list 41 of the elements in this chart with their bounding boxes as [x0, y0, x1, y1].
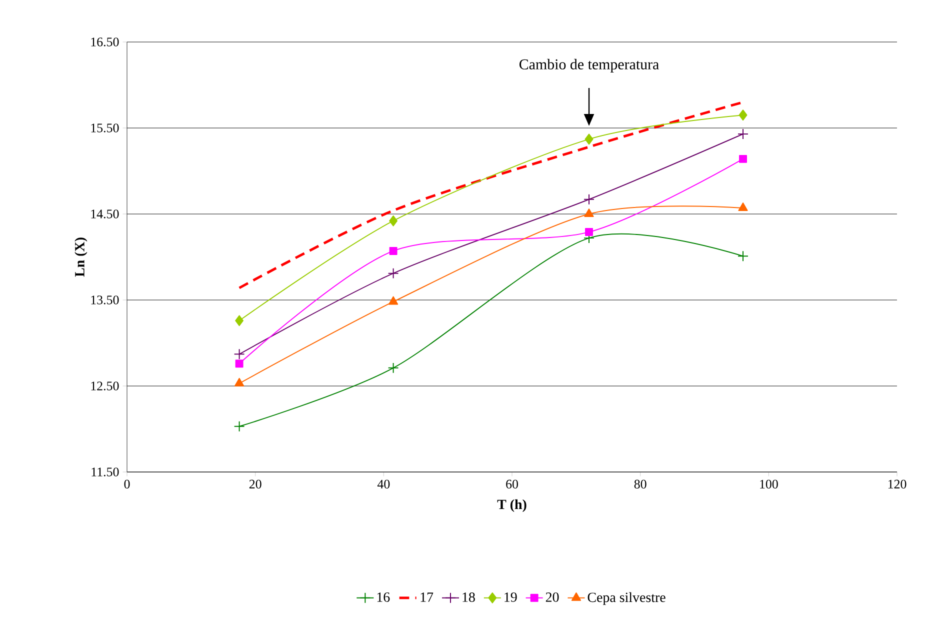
x-tick-label: 40: [377, 480, 390, 488]
x-tick-label: 100: [760, 480, 778, 488]
y-tick-label: 12.50: [91, 382, 119, 390]
point: [235, 360, 244, 368]
x-axis-title: T (h): [497, 499, 526, 512]
point: [234, 348, 245, 360]
point: [584, 194, 594, 205]
legend-label: 19: [504, 592, 517, 602]
point: [739, 154, 747, 163]
point: [388, 362, 399, 374]
legend-label: Cepa silvestre: [588, 592, 666, 605]
point: [388, 296, 398, 305]
point: [584, 134, 594, 145]
point: [235, 315, 244, 326]
legend-label: 17: [420, 592, 434, 602]
y-tick-label: 14.50: [91, 210, 119, 218]
point: [234, 378, 244, 386]
y-tick-label: 13.50: [91, 296, 119, 304]
legend-label: 16: [377, 592, 390, 602]
x-tick-label: 120: [888, 480, 906, 488]
point: [738, 202, 748, 211]
x-tick-label: 20: [249, 480, 262, 488]
point: [738, 110, 748, 121]
point: [389, 246, 398, 255]
legend-label: 18: [462, 592, 475, 602]
y-tick-label: 16.50: [91, 38, 119, 46]
x-tick-label: 80: [634, 480, 646, 488]
point: [584, 208, 594, 217]
legend-label: 20: [546, 592, 559, 602]
point: [389, 215, 398, 226]
point: [234, 420, 245, 432]
y-axis-title: Ln (X): [74, 238, 88, 277]
x-tick-label: 0: [124, 480, 130, 488]
annotation: Cambio de temperatura: [520, 58, 659, 72]
x-tick-label: 60: [506, 480, 518, 488]
point: [585, 228, 593, 236]
point: [388, 268, 399, 279]
point: [738, 250, 748, 262]
point: [738, 128, 748, 140]
y-tick-label: 15.50: [91, 124, 119, 132]
y-tick-label: 11.50: [92, 468, 119, 476]
